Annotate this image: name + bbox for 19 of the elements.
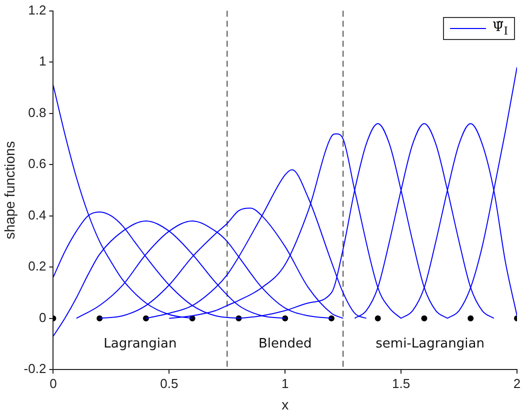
annotation: Lagrangian <box>104 336 177 352</box>
y-tick-label: 1.2 <box>28 2 46 18</box>
y-tick-label: 0.6 <box>28 156 46 172</box>
y-tick-label: 0.2 <box>28 258 46 274</box>
x-tick-label: 1.5 <box>392 376 410 391</box>
y-tick-label: 0.4 <box>28 207 46 222</box>
x-axis-title: x <box>282 396 289 412</box>
y-tick-label: 0 <box>38 310 46 325</box>
y-tick-label: -0.2 <box>24 361 46 376</box>
x-tick-label: 0.5 <box>160 376 178 391</box>
x-tick-label: 1 <box>281 376 289 391</box>
annotation: Blended <box>258 336 312 352</box>
annotation: semi-Lagrangian <box>376 336 484 352</box>
legend-label: Ψ̃$_{I}$ <box>492 20 508 38</box>
x-tick-label: 0 <box>50 376 57 391</box>
y-tick-label: 0.8 <box>28 104 46 120</box>
y-axis-title: shape functions <box>1 141 18 240</box>
x-tick-label: 2 <box>513 376 521 391</box>
y-tick-label: 1 <box>38 54 46 69</box>
